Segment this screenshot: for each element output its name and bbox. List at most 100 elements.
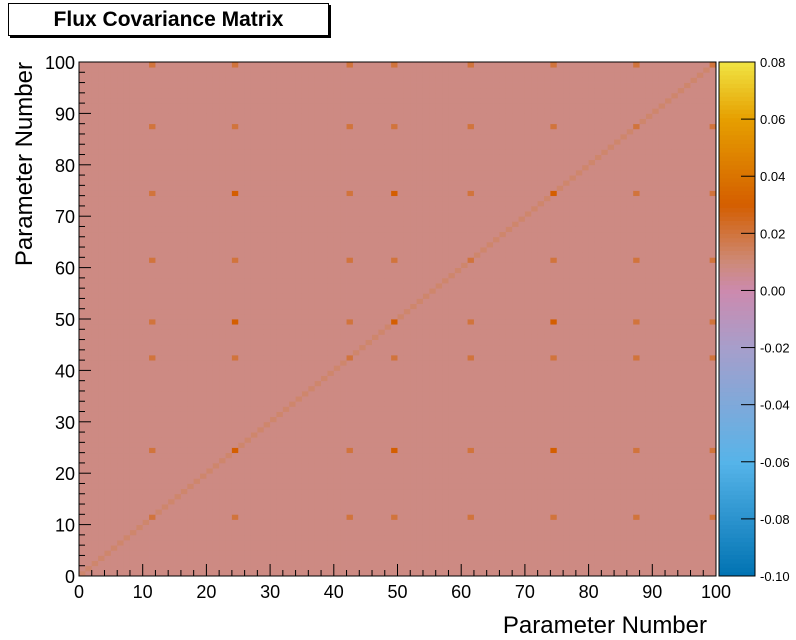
heatmap-cell xyxy=(301,524,309,531)
heatmap-cell xyxy=(346,365,354,371)
heatmap-cell xyxy=(270,519,277,525)
heatmap-cell xyxy=(155,144,163,150)
heatmap-cell xyxy=(168,257,175,263)
heatmap-cell xyxy=(301,236,309,243)
heatmap-cell xyxy=(91,103,99,109)
heatmap-cell xyxy=(314,77,322,83)
heatmap-cell xyxy=(123,473,131,479)
heatmap-cell xyxy=(301,390,309,397)
heatmap-cell xyxy=(301,324,309,330)
heatmap-cell xyxy=(352,452,360,459)
heatmap-cell xyxy=(346,144,354,150)
heatmap-cell xyxy=(333,411,341,418)
heatmap-cell xyxy=(206,231,214,238)
heatmap-cell xyxy=(155,200,163,207)
heatmap-cell xyxy=(365,560,373,567)
heatmap-cell xyxy=(244,190,252,197)
heatmap-cell xyxy=(180,349,188,356)
heatmap-cell xyxy=(295,67,303,73)
heatmap-cell xyxy=(149,365,156,371)
heatmap-cell xyxy=(333,216,341,222)
heatmap-cell xyxy=(98,354,105,361)
heatmap-cell xyxy=(359,339,367,346)
heatmap-cell xyxy=(187,62,195,68)
heatmap-cell xyxy=(136,175,144,181)
heatmap-cell xyxy=(333,349,341,356)
heatmap-cell xyxy=(270,308,277,315)
heatmap-cell xyxy=(180,457,188,464)
heatmap-cell xyxy=(340,509,347,515)
heatmap-cell xyxy=(129,421,137,428)
heatmap-cell xyxy=(352,211,360,217)
heatmap-cell xyxy=(314,277,322,284)
heatmap-cell xyxy=(142,277,150,284)
heatmap-cell xyxy=(79,540,86,546)
heatmap-cell xyxy=(391,118,398,125)
heatmap-cell xyxy=(276,437,284,443)
heatmap-cell xyxy=(270,447,277,454)
heatmap-cell xyxy=(238,529,246,536)
heatmap-cell xyxy=(378,462,386,469)
heatmap-cell xyxy=(333,365,341,371)
heatmap-cell xyxy=(225,144,233,150)
heatmap-cell xyxy=(340,180,347,186)
heatmap-cell xyxy=(104,180,112,186)
heatmap-cell xyxy=(206,565,214,572)
heatmap-cell xyxy=(79,390,86,397)
heatmap-cell xyxy=(180,103,188,109)
heatmap-cell xyxy=(206,442,214,448)
heatmap-cell xyxy=(340,226,347,233)
heatmap-cell xyxy=(263,87,271,94)
heatmap-cell xyxy=(263,257,271,263)
heatmap-cell xyxy=(142,565,150,572)
heatmap-cell xyxy=(391,540,398,546)
heatmap-cell xyxy=(136,468,144,474)
heatmap-cell xyxy=(117,380,124,387)
heatmap-cell xyxy=(180,344,188,351)
heatmap-cell xyxy=(327,319,335,325)
heatmap-cell xyxy=(314,426,322,433)
heatmap-cell xyxy=(308,519,316,525)
heatmap-cell xyxy=(129,483,137,490)
heatmap-cell xyxy=(219,442,226,448)
heatmap-cell xyxy=(117,211,124,217)
heatmap-cell xyxy=(372,87,379,94)
heatmap-cell xyxy=(79,416,86,423)
heatmap-cell xyxy=(79,324,86,330)
heatmap-cell xyxy=(187,175,195,181)
heatmap-cell xyxy=(372,514,379,520)
heatmap-cell xyxy=(327,514,335,520)
heatmap-cell xyxy=(149,283,156,289)
heatmap-cell xyxy=(244,324,252,330)
heatmap-cell xyxy=(384,385,392,392)
heatmap-cell xyxy=(142,493,150,500)
heatmap-cell xyxy=(359,293,367,299)
heatmap-cell xyxy=(142,514,150,520)
heatmap-cell xyxy=(346,128,354,135)
heatmap-cell xyxy=(289,113,296,119)
heatmap-cell xyxy=(129,87,137,94)
heatmap-cell xyxy=(149,72,156,78)
heatmap-cell xyxy=(136,447,144,454)
heatmap-cell xyxy=(193,380,201,387)
heatmap-cell xyxy=(365,396,373,402)
heatmap-cell xyxy=(276,380,284,387)
heatmap-cell xyxy=(161,82,169,89)
heatmap-cell xyxy=(333,262,341,268)
heatmap-cell xyxy=(129,329,137,335)
heatmap-cell xyxy=(391,545,398,551)
heatmap-cell xyxy=(219,360,226,366)
heatmap-cell xyxy=(282,360,290,366)
heatmap-cell xyxy=(250,133,258,140)
heatmap-cell xyxy=(244,205,252,212)
heatmap-cell xyxy=(161,77,169,83)
heatmap-cell xyxy=(270,185,277,191)
heatmap-cell xyxy=(129,103,137,109)
heatmap-cell xyxy=(155,288,163,294)
heatmap-cell xyxy=(110,488,118,495)
heatmap-cell xyxy=(378,540,386,546)
heatmap-cell xyxy=(98,72,105,78)
heatmap-cell xyxy=(372,77,379,83)
heatmap-cell xyxy=(117,555,124,561)
heatmap-cell xyxy=(289,272,296,279)
